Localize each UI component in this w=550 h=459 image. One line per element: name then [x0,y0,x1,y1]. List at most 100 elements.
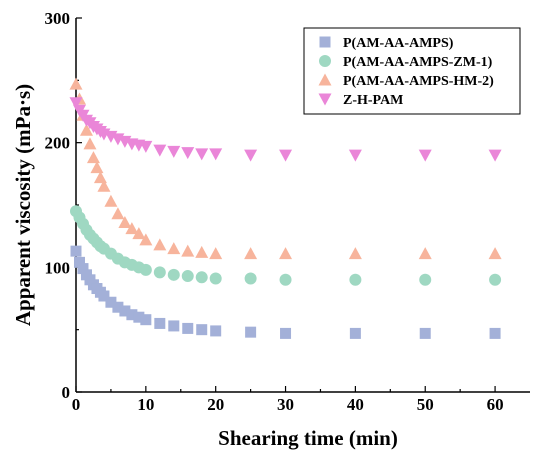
legend-marker [318,73,332,86]
data-point [195,271,208,284]
data-point [70,245,82,257]
data-point [348,149,362,162]
data-point [154,317,166,329]
x-axis-title: Shearing time (min) [218,426,398,450]
data-point [279,149,293,162]
legend-label-2: P(AM-AA-AMPS-ZM-1) [343,55,493,70]
data-point [181,270,194,283]
legend-label-4: Z-H-PAM [343,93,403,108]
series-1 [70,245,501,339]
legend-entry-4: Z-H-PAM [318,93,403,108]
data-point [210,325,222,337]
data-point [153,266,166,279]
data-point [418,149,432,162]
data-point [167,242,181,255]
x-tick-label-30: 30 [277,395,294,414]
data-point [139,140,153,153]
legend: P(AM-AA-AMPS) P(AM-AA-AMPS-ZM-1) P(AM-AA… [303,27,521,115]
data-point [419,273,432,286]
data-point [489,273,502,286]
legend-marker-square [319,36,331,48]
data-point [244,149,258,162]
data-point [280,327,292,339]
x-tick-label-40: 40 [347,395,364,414]
data-point [196,324,208,336]
data-point [77,263,89,275]
data-point [139,233,153,246]
data-point [153,238,167,251]
data-point [105,296,117,308]
data-point [168,320,180,332]
data-point [90,161,104,174]
data-point [97,179,111,192]
series-4 [69,97,502,162]
legend-marker [318,93,332,106]
legend-marker-triangle-down [318,93,332,106]
data-point [349,327,361,339]
legend-marker [319,36,331,48]
data-point [182,322,194,334]
legend-marker-triangle-up [318,73,332,86]
data-point [79,123,93,136]
data-point [244,272,257,285]
data-point [112,301,124,313]
data-point [139,263,152,276]
data-point [488,149,502,162]
y-tick-label-100: 100 [45,258,71,277]
data-point [245,326,257,338]
y-tick-label-300: 300 [45,9,71,28]
data-point [279,273,292,286]
legend-label-3: P(AM-AA-AMPS-HM-2) [343,74,494,89]
data-point [348,247,362,260]
data-point [111,207,125,220]
y-tick-label-0: 0 [62,383,71,402]
data-point [140,314,152,326]
data-point [181,147,195,160]
data-point [279,247,293,260]
data-point [181,244,195,257]
x-tick-label-60: 60 [487,395,504,414]
data-point [418,247,432,260]
data-point [93,171,107,184]
data-point [195,148,209,161]
data-point [153,144,167,157]
y-axis-ticks: 0 100 200 300 [45,9,82,402]
legend-entry-2: P(AM-AA-AMPS-ZM-1) [319,55,493,70]
data-point [126,309,138,321]
data-points [69,77,502,339]
x-tick-label-50: 50 [417,395,434,414]
legend-label-1: P(AM-AA-AMPS) [343,36,454,51]
data-point [133,311,145,323]
data-point [209,148,223,161]
x-tick-label-0: 0 [72,395,81,414]
data-point [118,215,132,228]
data-point [489,327,501,339]
data-point [209,272,222,285]
data-point [69,77,83,90]
legend-box [303,27,521,115]
data-point [104,194,118,207]
x-tick-label-10: 10 [137,395,154,414]
data-point [488,247,502,260]
data-point [69,97,83,110]
legend-marker-circle [319,55,331,67]
y-tick-label-200: 200 [45,134,71,153]
data-point [419,327,431,339]
data-point [86,151,100,164]
x-tick-label-20: 20 [207,395,224,414]
data-point [244,247,258,260]
legend-marker [319,55,331,67]
y-axis-title: Apparent viscosity (mPa·s) [11,84,35,326]
data-point [349,273,362,286]
data-point [167,145,181,158]
data-point [167,268,180,281]
data-point [119,305,131,317]
x-axis-ticks: 0 10 20 30 40 50 60 [72,386,504,414]
series-2 [70,205,502,286]
data-point [98,290,110,302]
data-point [73,256,85,268]
legend-entry-3: P(AM-AA-AMPS-HM-2) [318,73,494,89]
data-point [83,137,97,150]
data-point [125,222,139,235]
